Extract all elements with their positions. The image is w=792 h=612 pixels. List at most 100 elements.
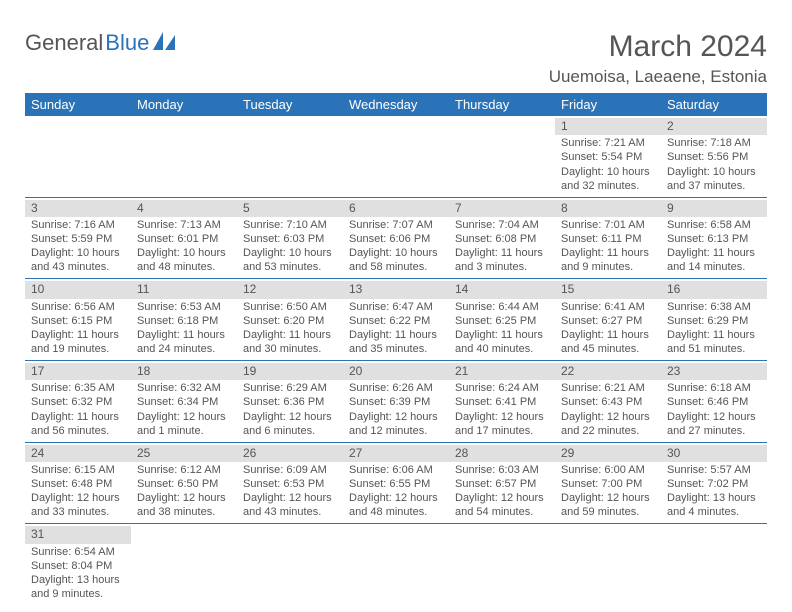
empty-cell [449, 116, 555, 198]
sunset-text: Sunset: 6:55 PM [349, 477, 443, 491]
sunrise-text: Sunrise: 7:13 AM [137, 218, 231, 232]
daylight-text: Daylight: 10 hours and 43 minutes. [31, 246, 125, 274]
daylight-text: Daylight: 12 hours and 48 minutes. [349, 491, 443, 519]
day-number: 28 [449, 445, 555, 462]
day-cell: 1Sunrise: 7:21 AMSunset: 5:54 PMDaylight… [555, 116, 661, 198]
day-number: 2 [661, 118, 767, 135]
day-cell: 25Sunrise: 6:12 AMSunset: 6:50 PMDayligh… [131, 443, 237, 525]
sunrise-text: Sunrise: 6:15 AM [31, 463, 125, 477]
day-cell: 9Sunrise: 6:58 AMSunset: 6:13 PMDaylight… [661, 198, 767, 280]
day-header: Monday [131, 93, 237, 116]
sunset-text: Sunset: 6:08 PM [455, 232, 549, 246]
sunrise-text: Sunrise: 6:21 AM [561, 381, 655, 395]
sunset-text: Sunset: 5:54 PM [561, 150, 655, 164]
day-cell: 14Sunrise: 6:44 AMSunset: 6:25 PMDayligh… [449, 279, 555, 361]
sunset-text: Sunset: 6:13 PM [667, 232, 761, 246]
sunrise-text: Sunrise: 6:29 AM [243, 381, 337, 395]
day-cell: 12Sunrise: 6:50 AMSunset: 6:20 PMDayligh… [237, 279, 343, 361]
sunset-text: Sunset: 6:22 PM [349, 314, 443, 328]
day-number: 25 [131, 445, 237, 462]
day-cell: 19Sunrise: 6:29 AMSunset: 6:36 PMDayligh… [237, 361, 343, 443]
day-header: Wednesday [343, 93, 449, 116]
sunset-text: Sunset: 6:01 PM [137, 232, 231, 246]
sunrise-text: Sunrise: 6:24 AM [455, 381, 549, 395]
day-cell: 24Sunrise: 6:15 AMSunset: 6:48 PMDayligh… [25, 443, 131, 525]
daylight-text: Daylight: 12 hours and 12 minutes. [349, 410, 443, 438]
sunset-text: Sunset: 6:25 PM [455, 314, 549, 328]
day-cell: 7Sunrise: 7:04 AMSunset: 6:08 PMDaylight… [449, 198, 555, 280]
day-number: 30 [661, 445, 767, 462]
empty-cell [131, 116, 237, 198]
day-number: 8 [555, 200, 661, 217]
day-number: 9 [661, 200, 767, 217]
daylight-text: Daylight: 11 hours and 3 minutes. [455, 246, 549, 274]
sunset-text: Sunset: 6:50 PM [137, 477, 231, 491]
daylight-text: Daylight: 12 hours and 54 minutes. [455, 491, 549, 519]
calendar-week: 24Sunrise: 6:15 AMSunset: 6:48 PMDayligh… [25, 443, 767, 525]
sunrise-text: Sunrise: 6:09 AM [243, 463, 337, 477]
day-number: 1 [555, 118, 661, 135]
sunset-text: Sunset: 6:15 PM [31, 314, 125, 328]
header: General Blue March 2024 Uuemoisa, Laeaen… [25, 30, 767, 87]
day-number: 4 [131, 200, 237, 217]
day-number: 26 [237, 445, 343, 462]
day-cell: 8Sunrise: 7:01 AMSunset: 6:11 PMDaylight… [555, 198, 661, 280]
daylight-text: Daylight: 11 hours and 35 minutes. [349, 328, 443, 356]
daylight-text: Daylight: 12 hours and 1 minute. [137, 410, 231, 438]
daylight-text: Daylight: 12 hours and 33 minutes. [31, 491, 125, 519]
day-number: 27 [343, 445, 449, 462]
sunset-text: Sunset: 8:04 PM [31, 559, 125, 573]
sunset-text: Sunset: 6:29 PM [667, 314, 761, 328]
day-number: 19 [237, 363, 343, 380]
daylight-text: Daylight: 10 hours and 53 minutes. [243, 246, 337, 274]
day-number: 23 [661, 363, 767, 380]
day-number: 20 [343, 363, 449, 380]
day-cell: 3Sunrise: 7:16 AMSunset: 5:59 PMDaylight… [25, 198, 131, 280]
sunrise-text: Sunrise: 6:54 AM [31, 545, 125, 559]
sunrise-text: Sunrise: 7:18 AM [667, 136, 761, 150]
sunset-text: Sunset: 7:00 PM [561, 477, 655, 491]
sunset-text: Sunset: 5:56 PM [667, 150, 761, 164]
sunset-text: Sunset: 6:32 PM [31, 395, 125, 409]
sunrise-text: Sunrise: 7:10 AM [243, 218, 337, 232]
daylight-text: Daylight: 11 hours and 19 minutes. [31, 328, 125, 356]
sunrise-text: Sunrise: 6:41 AM [561, 300, 655, 314]
calendar-body: 1Sunrise: 7:21 AMSunset: 5:54 PMDaylight… [25, 116, 767, 605]
daylight-text: Daylight: 11 hours and 30 minutes. [243, 328, 337, 356]
day-number: 18 [131, 363, 237, 380]
sunrise-text: Sunrise: 6:50 AM [243, 300, 337, 314]
calendar-header-row: SundayMondayTuesdayWednesdayThursdayFrid… [25, 93, 767, 116]
sunset-text: Sunset: 6:18 PM [137, 314, 231, 328]
daylight-text: Daylight: 12 hours and 38 minutes. [137, 491, 231, 519]
sunset-text: Sunset: 6:43 PM [561, 395, 655, 409]
day-cell: 17Sunrise: 6:35 AMSunset: 6:32 PMDayligh… [25, 361, 131, 443]
sunrise-text: Sunrise: 7:04 AM [455, 218, 549, 232]
sunrise-text: Sunrise: 6:18 AM [667, 381, 761, 395]
day-number: 3 [25, 200, 131, 217]
day-cell: 13Sunrise: 6:47 AMSunset: 6:22 PMDayligh… [343, 279, 449, 361]
daylight-text: Daylight: 11 hours and 14 minutes. [667, 246, 761, 274]
day-number: 13 [343, 281, 449, 298]
daylight-text: Daylight: 11 hours and 51 minutes. [667, 328, 761, 356]
sunrise-text: Sunrise: 6:44 AM [455, 300, 549, 314]
sunset-text: Sunset: 6:03 PM [243, 232, 337, 246]
day-number: 11 [131, 281, 237, 298]
calendar-week: 1Sunrise: 7:21 AMSunset: 5:54 PMDaylight… [25, 116, 767, 198]
day-header: Tuesday [237, 93, 343, 116]
sunrise-text: Sunrise: 6:38 AM [667, 300, 761, 314]
sunrise-text: Sunrise: 6:03 AM [455, 463, 549, 477]
empty-cell [237, 116, 343, 198]
calendar-week: 10Sunrise: 6:56 AMSunset: 6:15 PMDayligh… [25, 279, 767, 361]
day-number: 22 [555, 363, 661, 380]
location-text: Uuemoisa, Laeaene, Estonia [549, 67, 767, 87]
sunrise-text: Sunrise: 6:26 AM [349, 381, 443, 395]
sunset-text: Sunset: 6:11 PM [561, 232, 655, 246]
sunrise-text: Sunrise: 7:16 AM [31, 218, 125, 232]
sunset-text: Sunset: 6:20 PM [243, 314, 337, 328]
daylight-text: Daylight: 10 hours and 58 minutes. [349, 246, 443, 274]
day-cell: 2Sunrise: 7:18 AMSunset: 5:56 PMDaylight… [661, 116, 767, 198]
daylight-text: Daylight: 11 hours and 45 minutes. [561, 328, 655, 356]
empty-cell [131, 524, 237, 605]
sail-icon [153, 32, 177, 55]
sunrise-text: Sunrise: 6:53 AM [137, 300, 231, 314]
